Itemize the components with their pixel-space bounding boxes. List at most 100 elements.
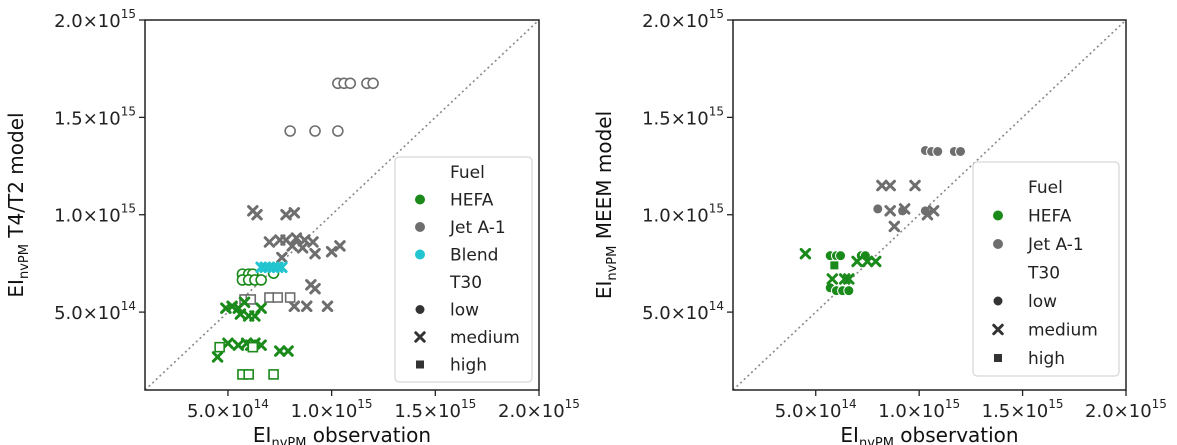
data-point [288,207,301,219]
series-hefa-low [824,250,871,297]
legend-label: low [1028,292,1057,312]
data-point [826,273,839,285]
legend-color-swatch [993,210,1003,221]
data-point [268,369,279,380]
series-hefa-medium [799,247,882,285]
y-tick-label: 2.0×1015 [54,7,136,32]
data-point [255,274,267,286]
y-tick-label: 1.5×1015 [642,104,724,129]
x-axis-label: EInvPM observation [253,423,431,445]
legend-color-swatch [415,194,425,205]
series-jet-a-1-low [872,144,967,217]
x-tick-label: 2.0×1015 [498,397,580,422]
legend: Fuel HEFA Jet A-1 T30 low medium high [972,161,1120,377]
data-point [282,345,294,357]
data-point [276,261,288,274]
data-point [843,285,855,297]
data-point [898,203,911,215]
legend-label: Fuel [450,163,485,183]
legend-label: high [1028,349,1065,369]
data-point [263,236,276,248]
data-point [367,77,379,90]
data-point [921,208,934,221]
legend-label: HEFA [450,191,494,211]
data-point [334,240,346,252]
y-tick-label: 2.0×1015 [642,7,724,32]
data-point [222,337,234,350]
legend-marker [993,353,1003,363]
data-point [876,179,888,192]
x-tick-label: 5.0×1014 [775,397,857,422]
data-point [835,250,847,262]
data-point [255,302,267,314]
plot-frame [144,19,540,391]
legend-color-swatch [415,222,425,232]
data-point [272,292,284,303]
data-point [288,300,301,313]
legend-marker [992,323,1004,336]
scatter-panel-1: 5.0×1014 1.0×1015 1.5×1015 2.0×1015 5.0×1014… [4,7,580,445]
data-point [284,125,296,137]
data-point [955,145,967,157]
legend-label: low [450,301,479,321]
data-point [799,247,812,260]
data-point [300,300,313,313]
x-tick-label: 5.0×1014 [187,397,269,422]
data-point [247,341,259,353]
data-point [211,351,224,363]
data-point [243,369,254,380]
data-point [932,145,944,157]
x-tick-label: 2.0×1015 [1085,397,1167,422]
legend-label: Jet A-1 [1027,235,1084,255]
plot-frame [732,19,1127,391]
x-tick-label: 1.0×1015 [291,397,373,422]
data-point [861,255,874,268]
legend-box [394,156,533,383]
legend-marker [992,295,1004,307]
x-tick-label: 1.5×1015 [982,397,1064,422]
legend-label: medium [1028,321,1098,341]
data-point [829,260,840,271]
data-point [276,251,288,264]
series-jet-a-1-medium [247,205,346,313]
data-point [843,273,855,285]
x-tick-label: 1.0×1015 [878,397,960,422]
data-point [851,255,863,268]
legend-label: HEFA [1028,207,1072,227]
data-point [927,205,940,217]
data-point [255,339,267,351]
legend-label: medium [450,328,520,348]
series-jet-a-1-medium [876,179,940,233]
data-point [332,125,344,137]
y-tick-label: 1.0×1015 [642,202,724,227]
data-point [884,205,896,217]
legend-color-swatch [993,239,1003,249]
data-point [325,245,338,258]
data-point [869,255,882,268]
data-point [884,179,896,192]
y-tick-label: 5.0×1014 [54,299,136,324]
data-point [307,236,319,248]
identity-line [144,19,540,391]
series-hefa-high [829,260,840,271]
data-point [284,292,296,303]
legend-label: T30 [449,273,482,293]
data-point [309,282,321,295]
x-tick-label: 1.5×1015 [394,397,476,422]
legend-marker [414,304,426,315]
data-point [344,77,357,90]
data-point [321,300,334,313]
series-jet-a-1-high [239,292,296,305]
y-axis-label: EInvPM T4/T2 model [4,112,32,297]
y-tick-label: 1.0×1015 [54,202,136,227]
data-point [309,247,321,260]
data-point [274,345,286,357]
data-point [888,220,901,233]
data-point [909,179,921,192]
data-point [309,125,321,137]
legend-label: T30 [1027,264,1060,284]
data-point [872,203,884,215]
legend-label: high [450,356,487,376]
data-point [238,296,251,309]
